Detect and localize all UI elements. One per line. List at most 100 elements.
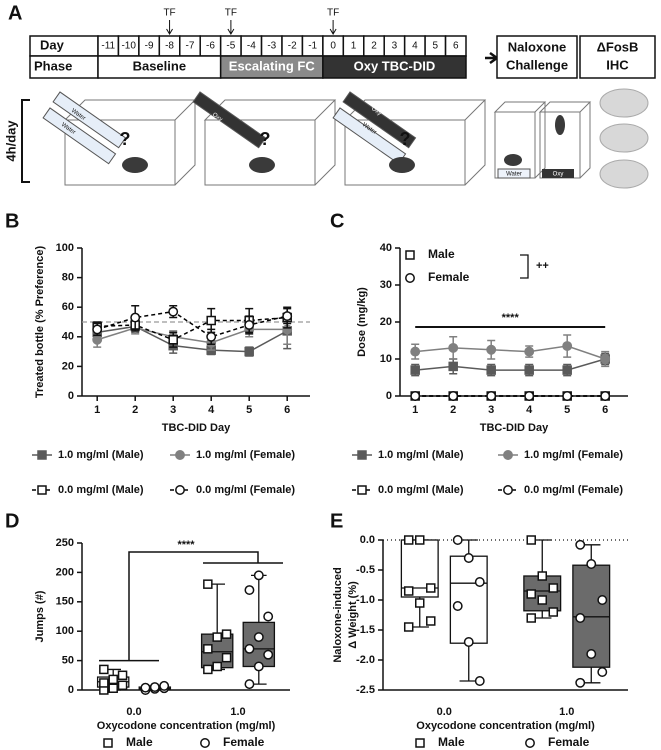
x-tick-label: 3 (170, 404, 176, 416)
y-tick-label: 250 (56, 537, 74, 549)
y-tick-label: 50 (62, 655, 74, 667)
panel-label: A (8, 2, 22, 24)
x-tick-label: 6 (284, 404, 290, 416)
legend-label: 1.0 mg/ml (Male) (58, 449, 144, 461)
point (600, 391, 611, 401)
day-label: -8 (165, 41, 174, 52)
y-tick-label: 100 (56, 242, 74, 254)
day-label: 1 (351, 41, 357, 52)
legend-label: 0.0 mg/ml (Male) (58, 484, 144, 496)
point (410, 391, 421, 401)
x-tick-label: 5 (564, 404, 570, 416)
y-tick-label: -2.0 (356, 654, 375, 666)
legend-marker (415, 738, 425, 748)
point (548, 607, 559, 617)
row-label: Phase (34, 58, 72, 73)
bracket (520, 254, 529, 279)
y-tick-label: -1.5 (356, 624, 375, 636)
point (92, 324, 103, 335)
point (448, 391, 459, 401)
point (524, 391, 535, 401)
question: ? (260, 129, 271, 149)
point (403, 586, 414, 596)
x-tick-label: 1.0 (559, 706, 574, 718)
point (203, 644, 213, 654)
point (474, 676, 485, 686)
legend-marker (175, 450, 185, 460)
x-tick-label: 1.0 (230, 706, 245, 718)
annotation: **** (177, 539, 195, 551)
point (403, 535, 414, 545)
point (140, 682, 151, 693)
series-line (97, 325, 288, 353)
point (486, 344, 497, 355)
point (586, 649, 597, 659)
end-box (579, 35, 656, 79)
legend-label: 0.0 mg/ml (Male) (378, 484, 464, 496)
x-axis-title: TBC-DID Day (162, 422, 231, 434)
legend-label: 1.0 mg/ml (Female) (524, 449, 623, 461)
end-box (496, 35, 578, 79)
point (463, 553, 474, 563)
point (526, 589, 536, 599)
brain-slices (599, 88, 649, 189)
point (524, 365, 534, 375)
legend-marker (37, 485, 47, 495)
x-tick-label: 1 (94, 404, 100, 416)
point (99, 664, 109, 675)
point (410, 346, 421, 357)
legend-label: 0.0 mg/ml (Female) (524, 484, 623, 496)
point (562, 391, 573, 401)
point (244, 679, 255, 690)
point (426, 583, 436, 593)
point (244, 585, 255, 595)
legend-marker (503, 485, 513, 495)
y-tick-label: 40 (380, 242, 392, 254)
annotation: **** (502, 312, 520, 324)
day-label: -7 (186, 41, 195, 52)
cage-tag (542, 169, 574, 178)
point (548, 583, 559, 593)
legend-marker (405, 273, 415, 283)
day-label: 5 (433, 41, 439, 52)
question: ? (120, 129, 131, 149)
x-tick-label: 4 (526, 404, 533, 416)
legend-label: Female (223, 735, 265, 749)
point (486, 365, 496, 375)
y-axis-title: Δ Weight (%) (347, 581, 359, 649)
day-label: 0 (330, 41, 336, 52)
point (221, 652, 232, 663)
y-tick-label: 20 (380, 316, 392, 328)
legend-marker (175, 485, 185, 495)
tf-label: TF (225, 8, 237, 19)
point (212, 632, 222, 642)
x-axis-title: Oxycodone concentration (mg/ml) (416, 720, 595, 732)
point (206, 331, 217, 342)
point (474, 577, 485, 587)
series-line (96, 327, 288, 344)
x-tick-label: 0.0 (126, 706, 141, 718)
y-tick-label: 0 (68, 390, 74, 402)
x-tick-label: 3 (488, 404, 494, 416)
tf-arrow (329, 20, 337, 35)
point (206, 315, 216, 326)
point (253, 632, 264, 643)
bottles (42, 91, 417, 165)
point (203, 579, 213, 589)
point (130, 312, 141, 323)
y-tick-label: -2.5 (356, 684, 375, 696)
day-label: -2 (288, 41, 297, 52)
point (537, 595, 547, 605)
legend-label: Male (126, 735, 153, 749)
point (108, 674, 118, 685)
arrow (485, 51, 500, 65)
legend-marker (37, 450, 47, 460)
panel-label: E (330, 510, 343, 532)
y-axis-title: Treated bottle (% Preference) (34, 246, 46, 399)
legend-label: 1.0 mg/ml (Female) (196, 449, 295, 461)
end-box-label: Challenge (506, 57, 568, 72)
point (263, 649, 274, 660)
cage-label: Oxy (553, 172, 564, 178)
end-box-label: ΔFosB (597, 39, 639, 54)
day-label: -9 (145, 41, 154, 52)
